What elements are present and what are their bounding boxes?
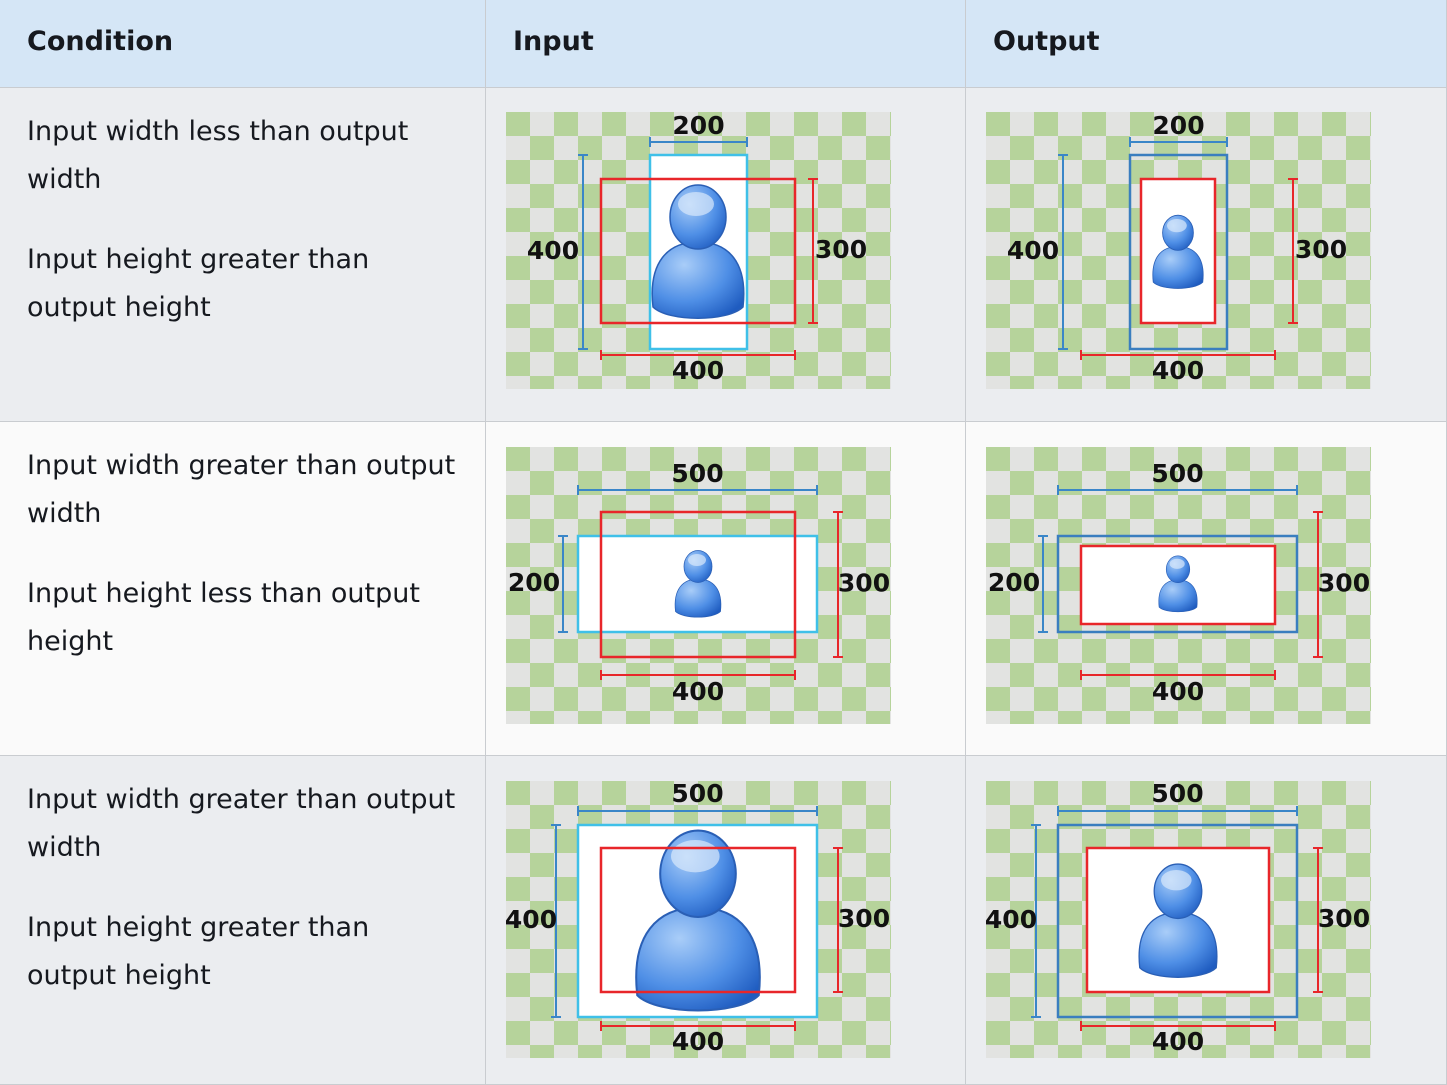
diagram: 500 200 300 400 [986,447,1371,724]
input-box [1056,823,1299,1019]
output-box [599,510,797,659]
person-icon [651,184,745,319]
person-shine [688,554,706,566]
input-box [1128,153,1229,351]
condition-text: Input height greater than output height [27,244,370,323]
dimension-label: 400 [672,356,724,385]
header-cell: Condition [0,0,486,88]
output-box [599,177,797,325]
header-cell: Input [486,0,966,88]
dimension-label: 400 [506,905,557,934]
image-cell: 500 400 300 400 [486,756,966,1085]
person-shine [1169,558,1185,569]
input-box [1056,534,1299,634]
diagram: 500 400 300 400 [506,781,891,1058]
image-cell: 200 400 300 400 [966,88,1447,422]
diagram: 500 400 300 400 [986,781,1371,1058]
person-shine [1161,870,1192,891]
image-cell: 500 200 300 400 [966,422,1447,756]
dimension-label: 200 [988,568,1040,597]
dimension-label: 500 [671,781,723,808]
image-cell: 500 200 300 400 [486,422,966,756]
person-icon [1152,214,1204,289]
condition-text: Input height greater than output height [27,912,370,991]
person-body [1152,246,1204,289]
person-shine [671,840,720,873]
dimension-label: 300 [838,569,890,598]
dimension-label: 400 [1152,1027,1204,1056]
dimension-label: 500 [1151,781,1203,808]
condition-cell: Input width greater than output width Inp… [0,756,486,1085]
condition-cell: Input width less than output width Input … [0,88,486,422]
output-box [599,846,797,994]
person-body [651,241,745,319]
dimension-label: 200 [672,112,724,140]
person-shine [678,192,714,216]
dimension-label: 400 [1007,236,1059,265]
dimension-label: 300 [838,904,890,933]
person-body [635,906,761,1012]
dimension-label: 200 [508,568,560,597]
dimension-label: 500 [1151,459,1203,488]
dimension-label: 500 [671,459,723,488]
image-cell: 500 400 300 400 [966,756,1447,1085]
person-body [674,578,722,618]
diagram: 500 200 300 400 [506,447,891,724]
dimension-label: 300 [815,235,867,264]
person-icon [635,829,761,1012]
condition-cell: Input width greater than output width Inp… [0,422,486,756]
condition-text: Input width greater than output width [27,450,456,529]
dimension-label: 400 [986,905,1037,934]
dimension-label: 300 [1295,235,1347,264]
dimension-label: 300 [1318,569,1370,598]
person-body [1158,579,1198,613]
condition-text: Input width greater than output width [27,784,456,863]
image-cell: 200 400 300 400 [486,88,966,422]
condition-text: Input height less than output height [27,578,420,657]
person-icon [1158,555,1198,613]
dimension-label: 400 [1152,356,1204,385]
dimension-label: 400 [672,677,724,706]
header-cell: Output [966,0,1447,88]
dimension-label: 400 [672,1027,724,1056]
dimension-label: 200 [1152,112,1204,140]
diagram: 200 400 300 400 [506,112,891,389]
person-icon [674,550,722,618]
condition-text: Input width less than output width [27,116,409,195]
diagram: 200 400 300 400 [986,112,1371,389]
person-shine [1167,219,1187,233]
person-body [1138,911,1218,978]
dimension-label: 400 [1152,677,1204,706]
dimension-label: 300 [1318,904,1370,933]
person-icon [1138,863,1218,978]
dimension-label: 400 [527,236,579,265]
